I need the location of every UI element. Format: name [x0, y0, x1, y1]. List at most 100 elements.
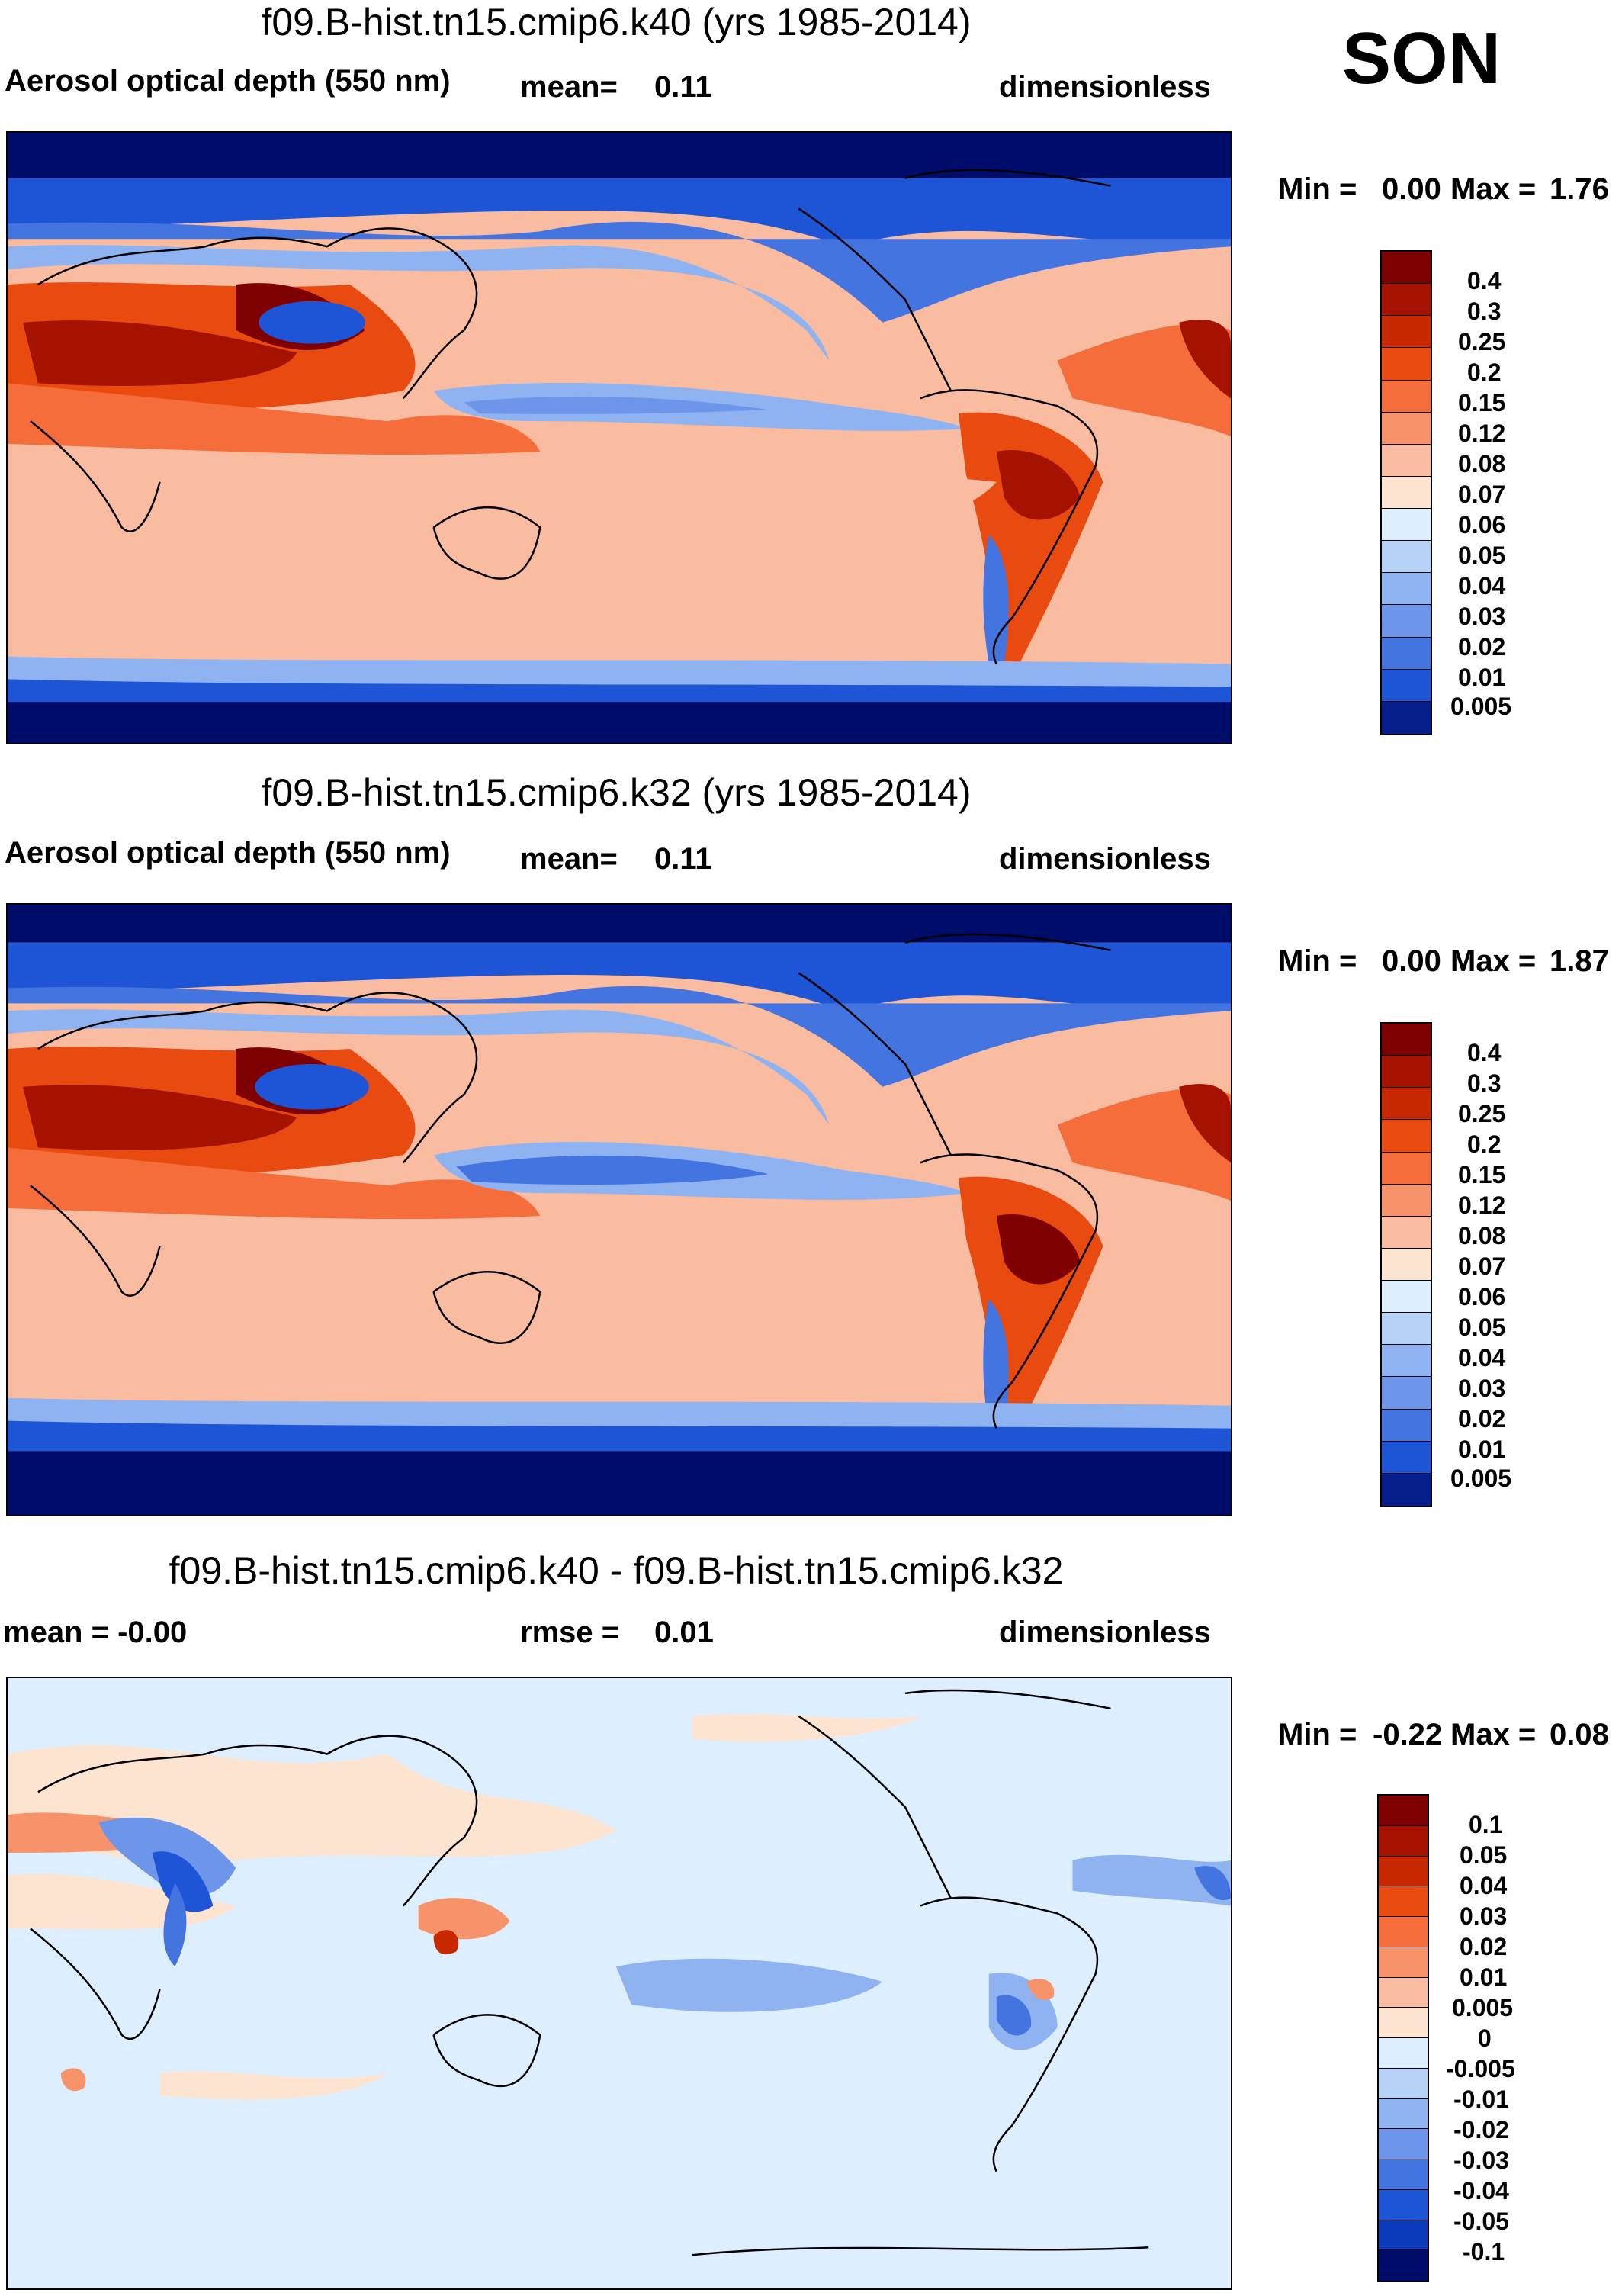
max-label: Max =	[1450, 944, 1537, 978]
colorbar-cell	[1382, 1409, 1431, 1442]
aod-map-k40	[8, 133, 1231, 743]
colorbar-cell	[1382, 541, 1431, 574]
colorbar-cell	[1379, 2008, 1428, 2038]
rmse-value: 0.01	[654, 1616, 714, 1649]
colorbar-tick: 0.4	[1467, 267, 1502, 294]
colorbar-cell	[1382, 316, 1431, 349]
panel-title: f09.B-hist.tn15.cmip6.k40 - f09.B-hist.t…	[169, 1549, 1064, 1592]
colorbar-tick: 0.005	[1450, 693, 1512, 720]
colorbar-cell	[1379, 2189, 1428, 2220]
colorbar-cell	[1382, 637, 1431, 670]
colorbar-cell	[1382, 252, 1431, 285]
colorbar-tick: 0.05	[1460, 1841, 1508, 1869]
colorbar-tick: 0.02	[1460, 1933, 1508, 1960]
colorbar-cell	[1379, 1977, 1428, 2008]
colorbar-tick: 0.08	[1458, 1222, 1506, 1249]
colorbar-cell	[1382, 605, 1431, 638]
colorbar-tick: 0.01	[1460, 1963, 1508, 1991]
colorbar-cell	[1382, 1345, 1431, 1378]
colorbar-cell	[1382, 669, 1431, 702]
colorbar-cell	[1382, 701, 1431, 734]
colorbar-cell	[1382, 348, 1431, 381]
panel-title: f09.B-hist.tn15.cmip6.k40 (yrs 1985-2014…	[261, 1, 972, 43]
colorbar-tick: 0.12	[1458, 420, 1506, 447]
colorbar-cell	[1379, 2159, 1428, 2190]
max-value: 1.87	[1550, 944, 1609, 978]
colorbar-tick: 0.08	[1458, 450, 1506, 478]
colorbar-cell	[1382, 1152, 1431, 1185]
colorbar-cell	[1382, 1088, 1431, 1121]
colorbar-cell	[1382, 509, 1431, 542]
colorbar-cell	[1382, 444, 1431, 477]
colorbar-difference	[1377, 1794, 1429, 2282]
colorbar-tick: 0.04	[1460, 1872, 1508, 1899]
colorbar-cell	[1382, 1024, 1431, 1056]
colorbar-tick: 0.3	[1467, 1069, 1502, 1097]
colorbar-cell	[1382, 1056, 1431, 1089]
min-value: 0.00	[1382, 944, 1441, 978]
colorbar-tick: 0.25	[1458, 1100, 1506, 1127]
colorbar-tick: -0.04	[1453, 2177, 1509, 2204]
colorbar-cell	[1379, 2129, 1428, 2159]
colorbar-tick: 0.25	[1458, 328, 1506, 355]
colorbar-tick: 0.06	[1458, 1283, 1506, 1310]
colorbar-cell	[1379, 1796, 1428, 1826]
map-k32	[6, 903, 1232, 1516]
colorbar-tick: -0.02	[1453, 2116, 1509, 2143]
colorbar-tick: 0.2	[1467, 1130, 1502, 1158]
colorbar-tick: 0.01	[1458, 1436, 1506, 1463]
colorbar-tick: 0.07	[1458, 1253, 1506, 1280]
colorbar-tick: -0.03	[1453, 2146, 1509, 2174]
max-value: 1.76	[1550, 172, 1609, 206]
colorbar-cell	[1382, 573, 1431, 606]
colorbar-cell	[1382, 1184, 1431, 1217]
colorbar-tick: 0.02	[1458, 633, 1506, 661]
colorbar-tick: -0.005	[1446, 2055, 1515, 2082]
colorbar-tick: 0.05	[1458, 542, 1506, 569]
colorbar-tick: 0.15	[1458, 389, 1506, 416]
colorbar-tick: -0.05	[1453, 2208, 1509, 2235]
colorbar-cell	[1379, 1886, 1428, 1917]
panel-title: f09.B-hist.tn15.cmip6.k32 (yrs 1985-2014…	[261, 771, 972, 814]
mean-value: 0.11	[654, 842, 712, 876]
colorbar-tick: 0.02	[1458, 1405, 1506, 1433]
colorbar-cell	[1382, 1441, 1431, 1474]
colorbar-tick: 0.01	[1458, 664, 1506, 691]
max-label: Max =	[1450, 172, 1537, 206]
min-value: -0.22	[1373, 1718, 1443, 1751]
variable-label: Aerosol optical depth (550 nm)	[5, 64, 451, 98]
colorbar-cell	[1382, 1216, 1431, 1249]
colorbar-cell	[1382, 1281, 1431, 1314]
colorbar-tick: 0.03	[1458, 1375, 1506, 1402]
min-label: Min =	[1278, 944, 1357, 978]
colorbar-tick: 0.05	[1458, 1314, 1506, 1341]
colorbar-k32	[1380, 1022, 1432, 1507]
colorbar-tick: 0.15	[1458, 1161, 1506, 1188]
colorbar-cell	[1382, 1248, 1431, 1281]
colorbar-tick: 0.06	[1458, 511, 1506, 539]
colorbar-tick: 0.2	[1467, 359, 1502, 386]
colorbar-cell	[1379, 2098, 1428, 2130]
max-value: 0.08	[1550, 1718, 1609, 1751]
colorbar-cell	[1382, 284, 1431, 317]
aod-map-difference	[8, 1678, 1231, 2288]
map-difference	[6, 1677, 1232, 2290]
colorbar-tick: 0	[1478, 2024, 1492, 2052]
colorbar-cell	[1382, 412, 1431, 445]
colorbar-cell	[1379, 1856, 1428, 1887]
colorbar-tick: 0.3	[1467, 297, 1502, 325]
colorbar-tick: -0.01	[1453, 2085, 1509, 2113]
colorbar-cell	[1379, 2068, 1428, 2099]
map-k40	[6, 131, 1232, 744]
colorbar-cell	[1382, 1120, 1431, 1153]
colorbar-tick: 0.07	[1458, 481, 1506, 508]
colorbar-tick: 0.005	[1450, 1465, 1512, 1492]
colorbar-tick: 0.1	[1469, 1811, 1503, 1838]
colorbar-tick: 0.03	[1458, 603, 1506, 630]
colorbar-tick: 0.4	[1467, 1039, 1502, 1066]
colorbar-k40	[1380, 250, 1432, 735]
colorbar-cell	[1379, 2220, 1428, 2251]
min-label: Min =	[1278, 172, 1357, 206]
colorbar-cell	[1379, 1917, 1428, 1947]
colorbar-cell	[1382, 1313, 1431, 1346]
